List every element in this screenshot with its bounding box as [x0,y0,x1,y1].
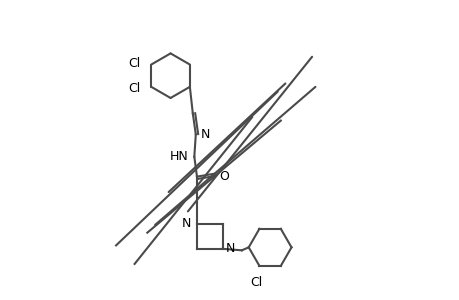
Text: O: O [219,169,229,182]
Text: N: N [201,128,210,141]
Text: Cl: Cl [250,276,262,289]
Text: N: N [225,242,235,255]
Text: Cl: Cl [129,57,140,70]
Text: N: N [182,217,191,230]
Text: HN: HN [170,150,189,163]
Text: Cl: Cl [129,82,140,95]
